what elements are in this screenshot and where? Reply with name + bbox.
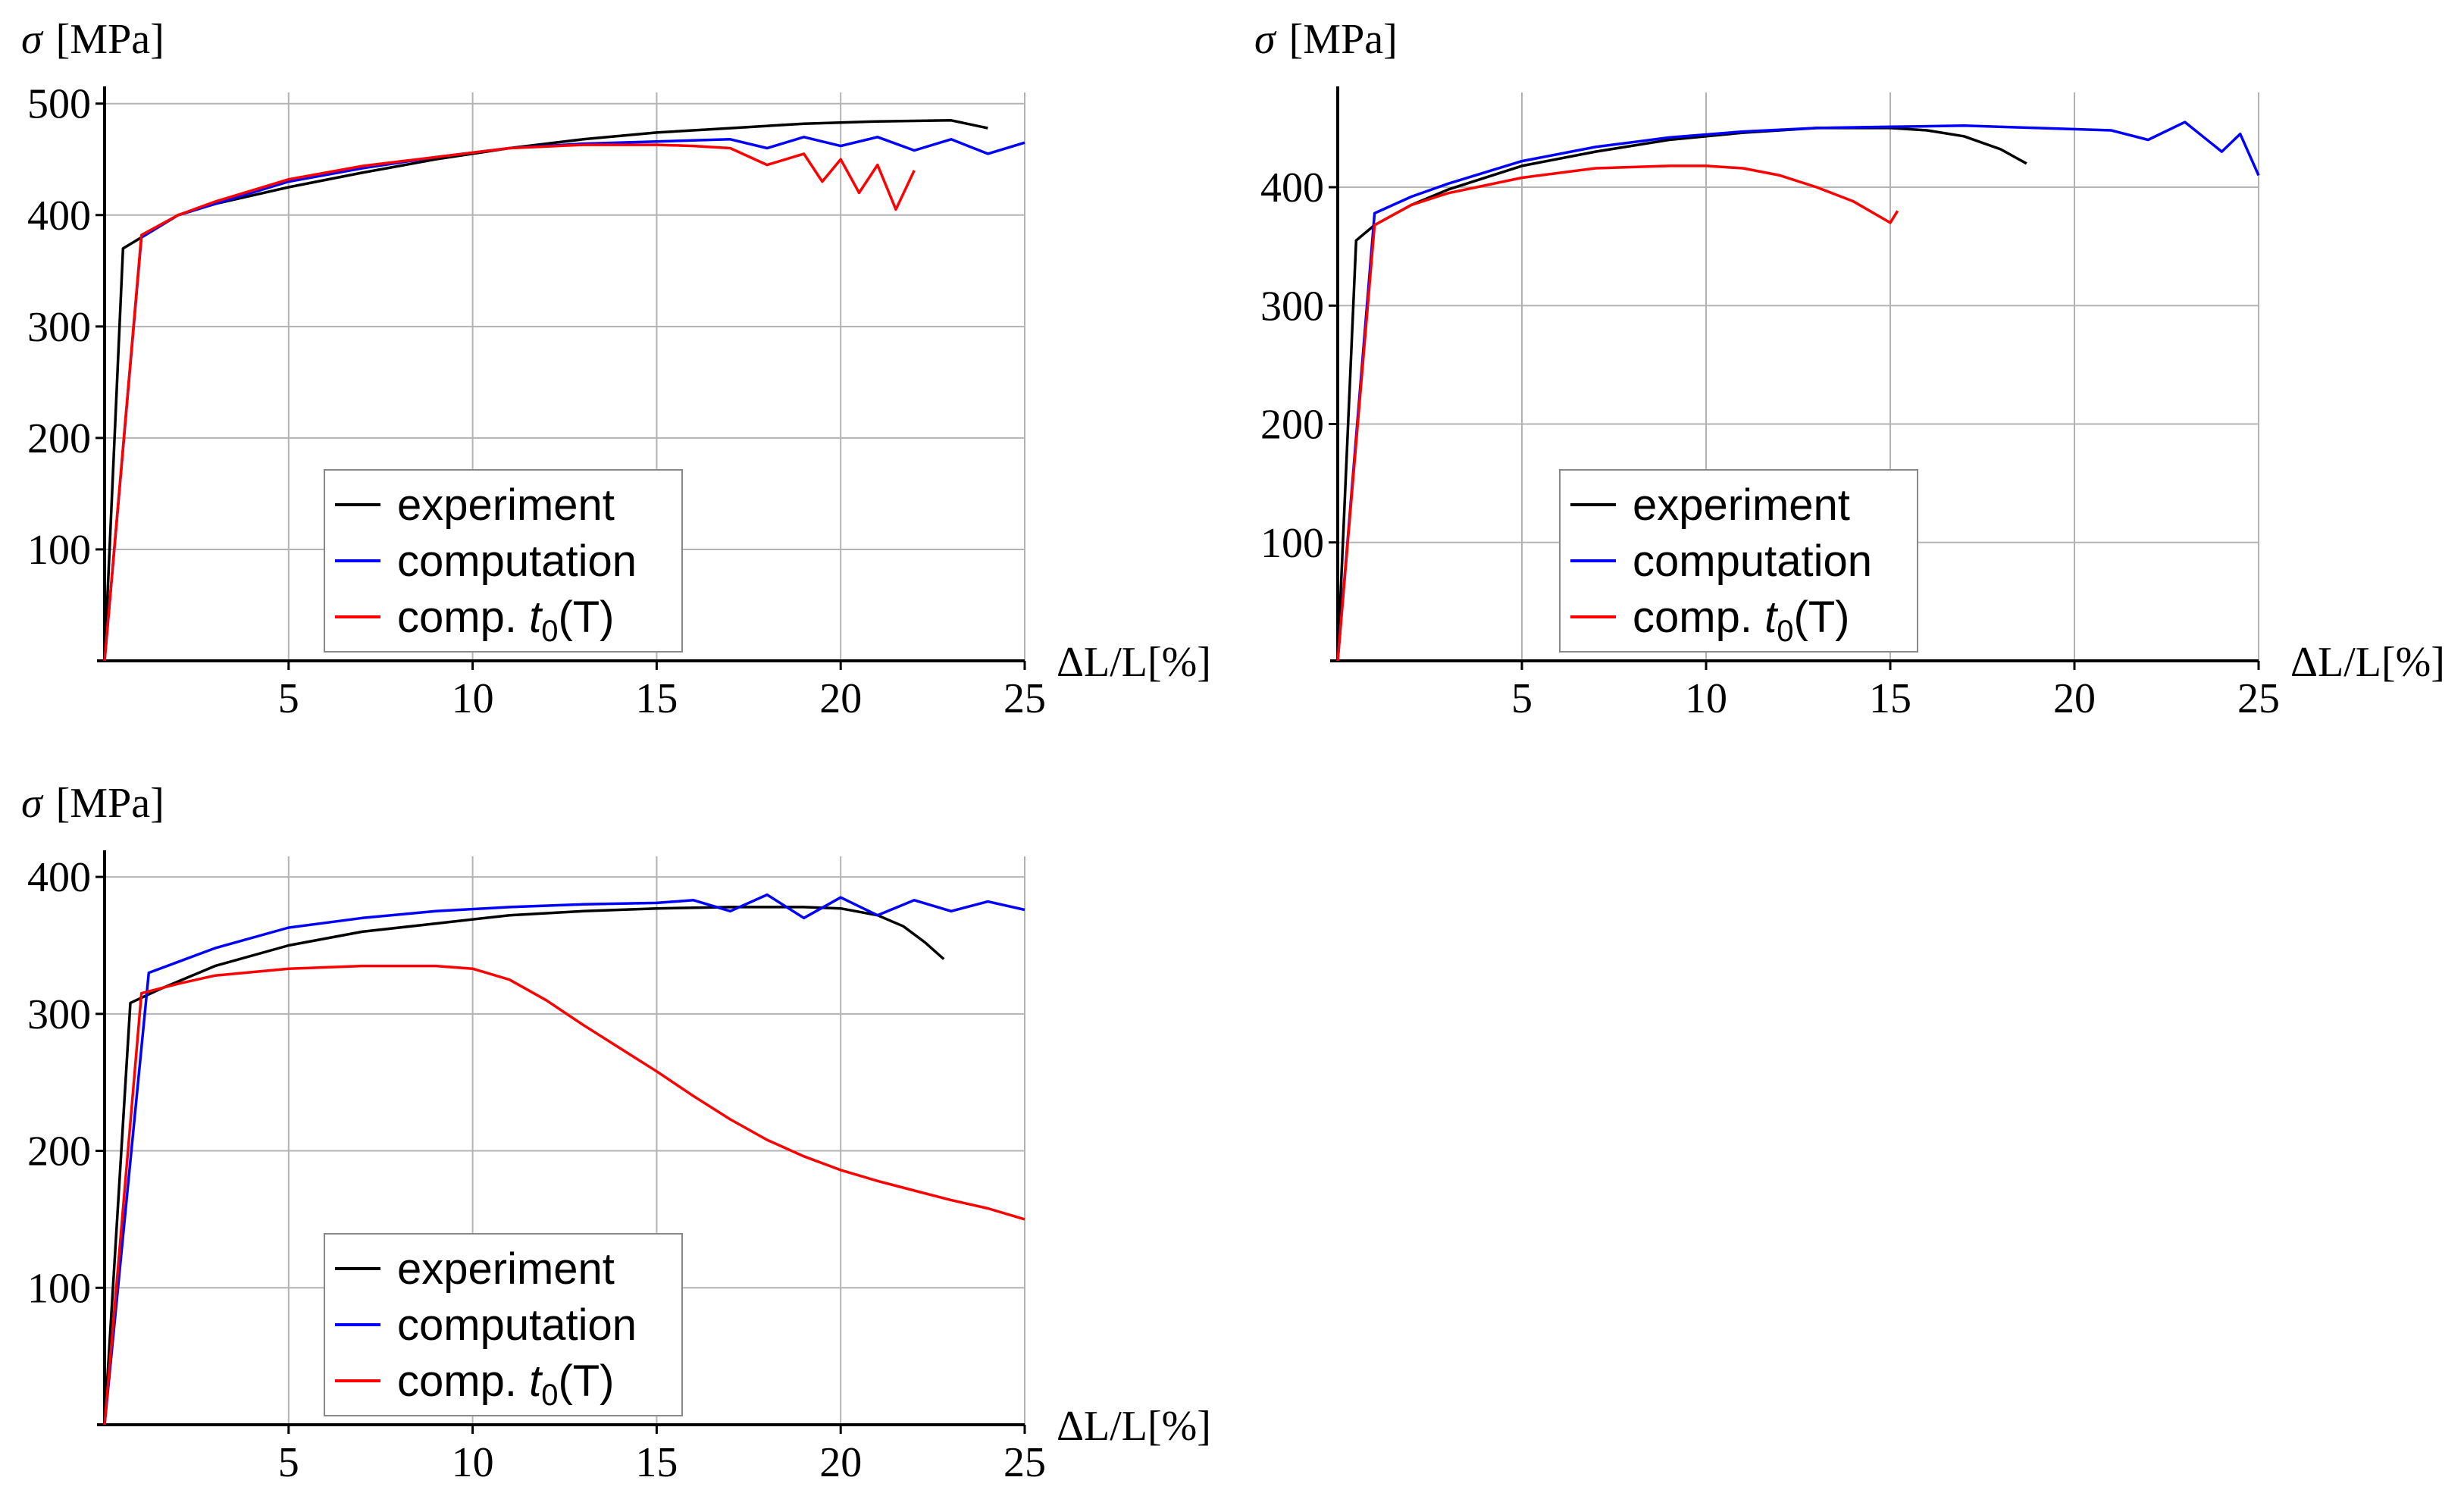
x-tick-label: 15: [635, 1439, 678, 1486]
chart-bottom-left: 5 10 15 20 25 100 200 300 400 σ [MPa] ΔL/L[%] experi…: [21, 780, 1211, 1486]
legend-comp-sub: 0: [541, 1379, 558, 1412]
legend-comp-suffix: (T): [1793, 593, 1849, 642]
y-tick-label: 300: [1260, 283, 1324, 330]
x-tick-label: 15: [1869, 675, 1911, 722]
legend-label-comp-t0: comp. t0(T): [397, 1357, 615, 1412]
y-tick-label: 400: [27, 192, 91, 239]
y-axis-title: σ [MPa]: [21, 16, 164, 63]
y-axis-symbol: σ: [21, 780, 44, 827]
x-tick-label: 20: [819, 1439, 862, 1486]
y-axis-title: σ [MPa]: [21, 780, 164, 827]
x-tick-label: 10: [452, 675, 494, 722]
x-tick-label: 25: [2237, 675, 2280, 722]
x-tick-label: 20: [819, 675, 862, 722]
y-tick-label: 200: [1260, 402, 1324, 449]
legend-label-comp-t0: comp. t0(T): [1633, 593, 1850, 648]
legend-comp-var: t: [529, 593, 543, 642]
y-tick-label: 400: [27, 854, 91, 901]
y-tick-label: 100: [27, 527, 91, 574]
x-tick-label: 10: [1685, 675, 1727, 722]
x-tick-label: 5: [278, 675, 299, 722]
legend-comp-var: t: [529, 1357, 543, 1406]
legend-comp-var: t: [1764, 593, 1779, 642]
x-tick-label: 5: [1511, 675, 1533, 722]
legend: experiment computation comp. t0(T): [1559, 469, 1918, 653]
chart-top-left: 5 10 15 20 25 100 200 300 400 500 σ [MPa] ΔL/L[%] exp…: [21, 16, 1211, 722]
legend-label-computation: computation: [1633, 537, 1872, 586]
y-tick-label: 200: [27, 415, 91, 462]
legend-label-experiment: experiment: [397, 1244, 615, 1294]
y-tick-label: 100: [27, 1265, 91, 1312]
x-axis-title: ΔL/L[%]: [1057, 639, 1211, 686]
y-axis-unit: [MPa]: [56, 780, 164, 827]
legend: experiment computation comp. t0(T): [324, 469, 683, 653]
legend-comp-sub: 0: [541, 615, 558, 648]
series-line-comp-t0: [103, 964, 1025, 1426]
y-tick-label: 300: [27, 991, 91, 1038]
legend-comp-prefix: comp.: [1633, 593, 1764, 642]
legend-comp-suffix: (T): [558, 593, 614, 642]
x-tick-label: 15: [635, 675, 678, 722]
series-line-computation: [1336, 120, 2260, 662]
legend-comp-sub: 0: [1777, 615, 1793, 648]
x-axis-title: ΔL/L[%]: [2290, 639, 2445, 686]
series-line-comp-t0: [103, 143, 916, 662]
y-tick-label: 400: [1260, 164, 1324, 211]
x-tick-label: 25: [1003, 675, 1046, 722]
legend-label-experiment: experiment: [397, 480, 615, 530]
legend-label-comp-t0: comp. t0(T): [397, 593, 615, 648]
legend-box: [324, 469, 683, 653]
legend-comp-prefix: comp.: [397, 593, 529, 642]
series-line-experiment: [103, 906, 945, 1426]
chart-top-right: 5 10 15 20 25 100 200 300 400 σ [MPa] ΔL/L[%] experi…: [1254, 16, 2445, 722]
y-axis-symbol: σ: [21, 16, 44, 63]
series-line-comp-t0: [1336, 164, 1899, 662]
series-line-computation: [103, 136, 1025, 662]
legend: experiment computation comp. t0(T): [324, 1233, 683, 1416]
x-tick-label: 10: [452, 1439, 494, 1486]
series-line-computation: [103, 893, 1025, 1426]
y-axis-unit: [MPa]: [1289, 16, 1398, 63]
y-tick-label: 500: [27, 81, 91, 128]
x-axis-title: ΔL/L[%]: [1057, 1403, 1211, 1450]
legend-comp-prefix: comp.: [397, 1357, 529, 1406]
y-axis-title: σ [MPa]: [1254, 16, 1398, 63]
legend-box: [1559, 469, 1918, 653]
y-tick-label: 100: [1260, 520, 1324, 567]
y-axis-unit: [MPa]: [56, 16, 164, 63]
x-tick-label: 25: [1003, 1439, 1046, 1486]
legend-label-computation: computation: [397, 1300, 637, 1350]
legend-label-computation: computation: [397, 537, 637, 586]
x-tick-label: 20: [2053, 675, 2096, 722]
legend-comp-suffix: (T): [558, 1357, 614, 1406]
legend-label-experiment: experiment: [1633, 480, 1850, 530]
y-tick-label: 200: [27, 1128, 91, 1175]
y-axis-symbol: σ: [1254, 16, 1277, 63]
x-tick-label: 5: [278, 1439, 299, 1486]
legend-box: [324, 1233, 683, 1416]
y-tick-label: 300: [27, 304, 91, 351]
